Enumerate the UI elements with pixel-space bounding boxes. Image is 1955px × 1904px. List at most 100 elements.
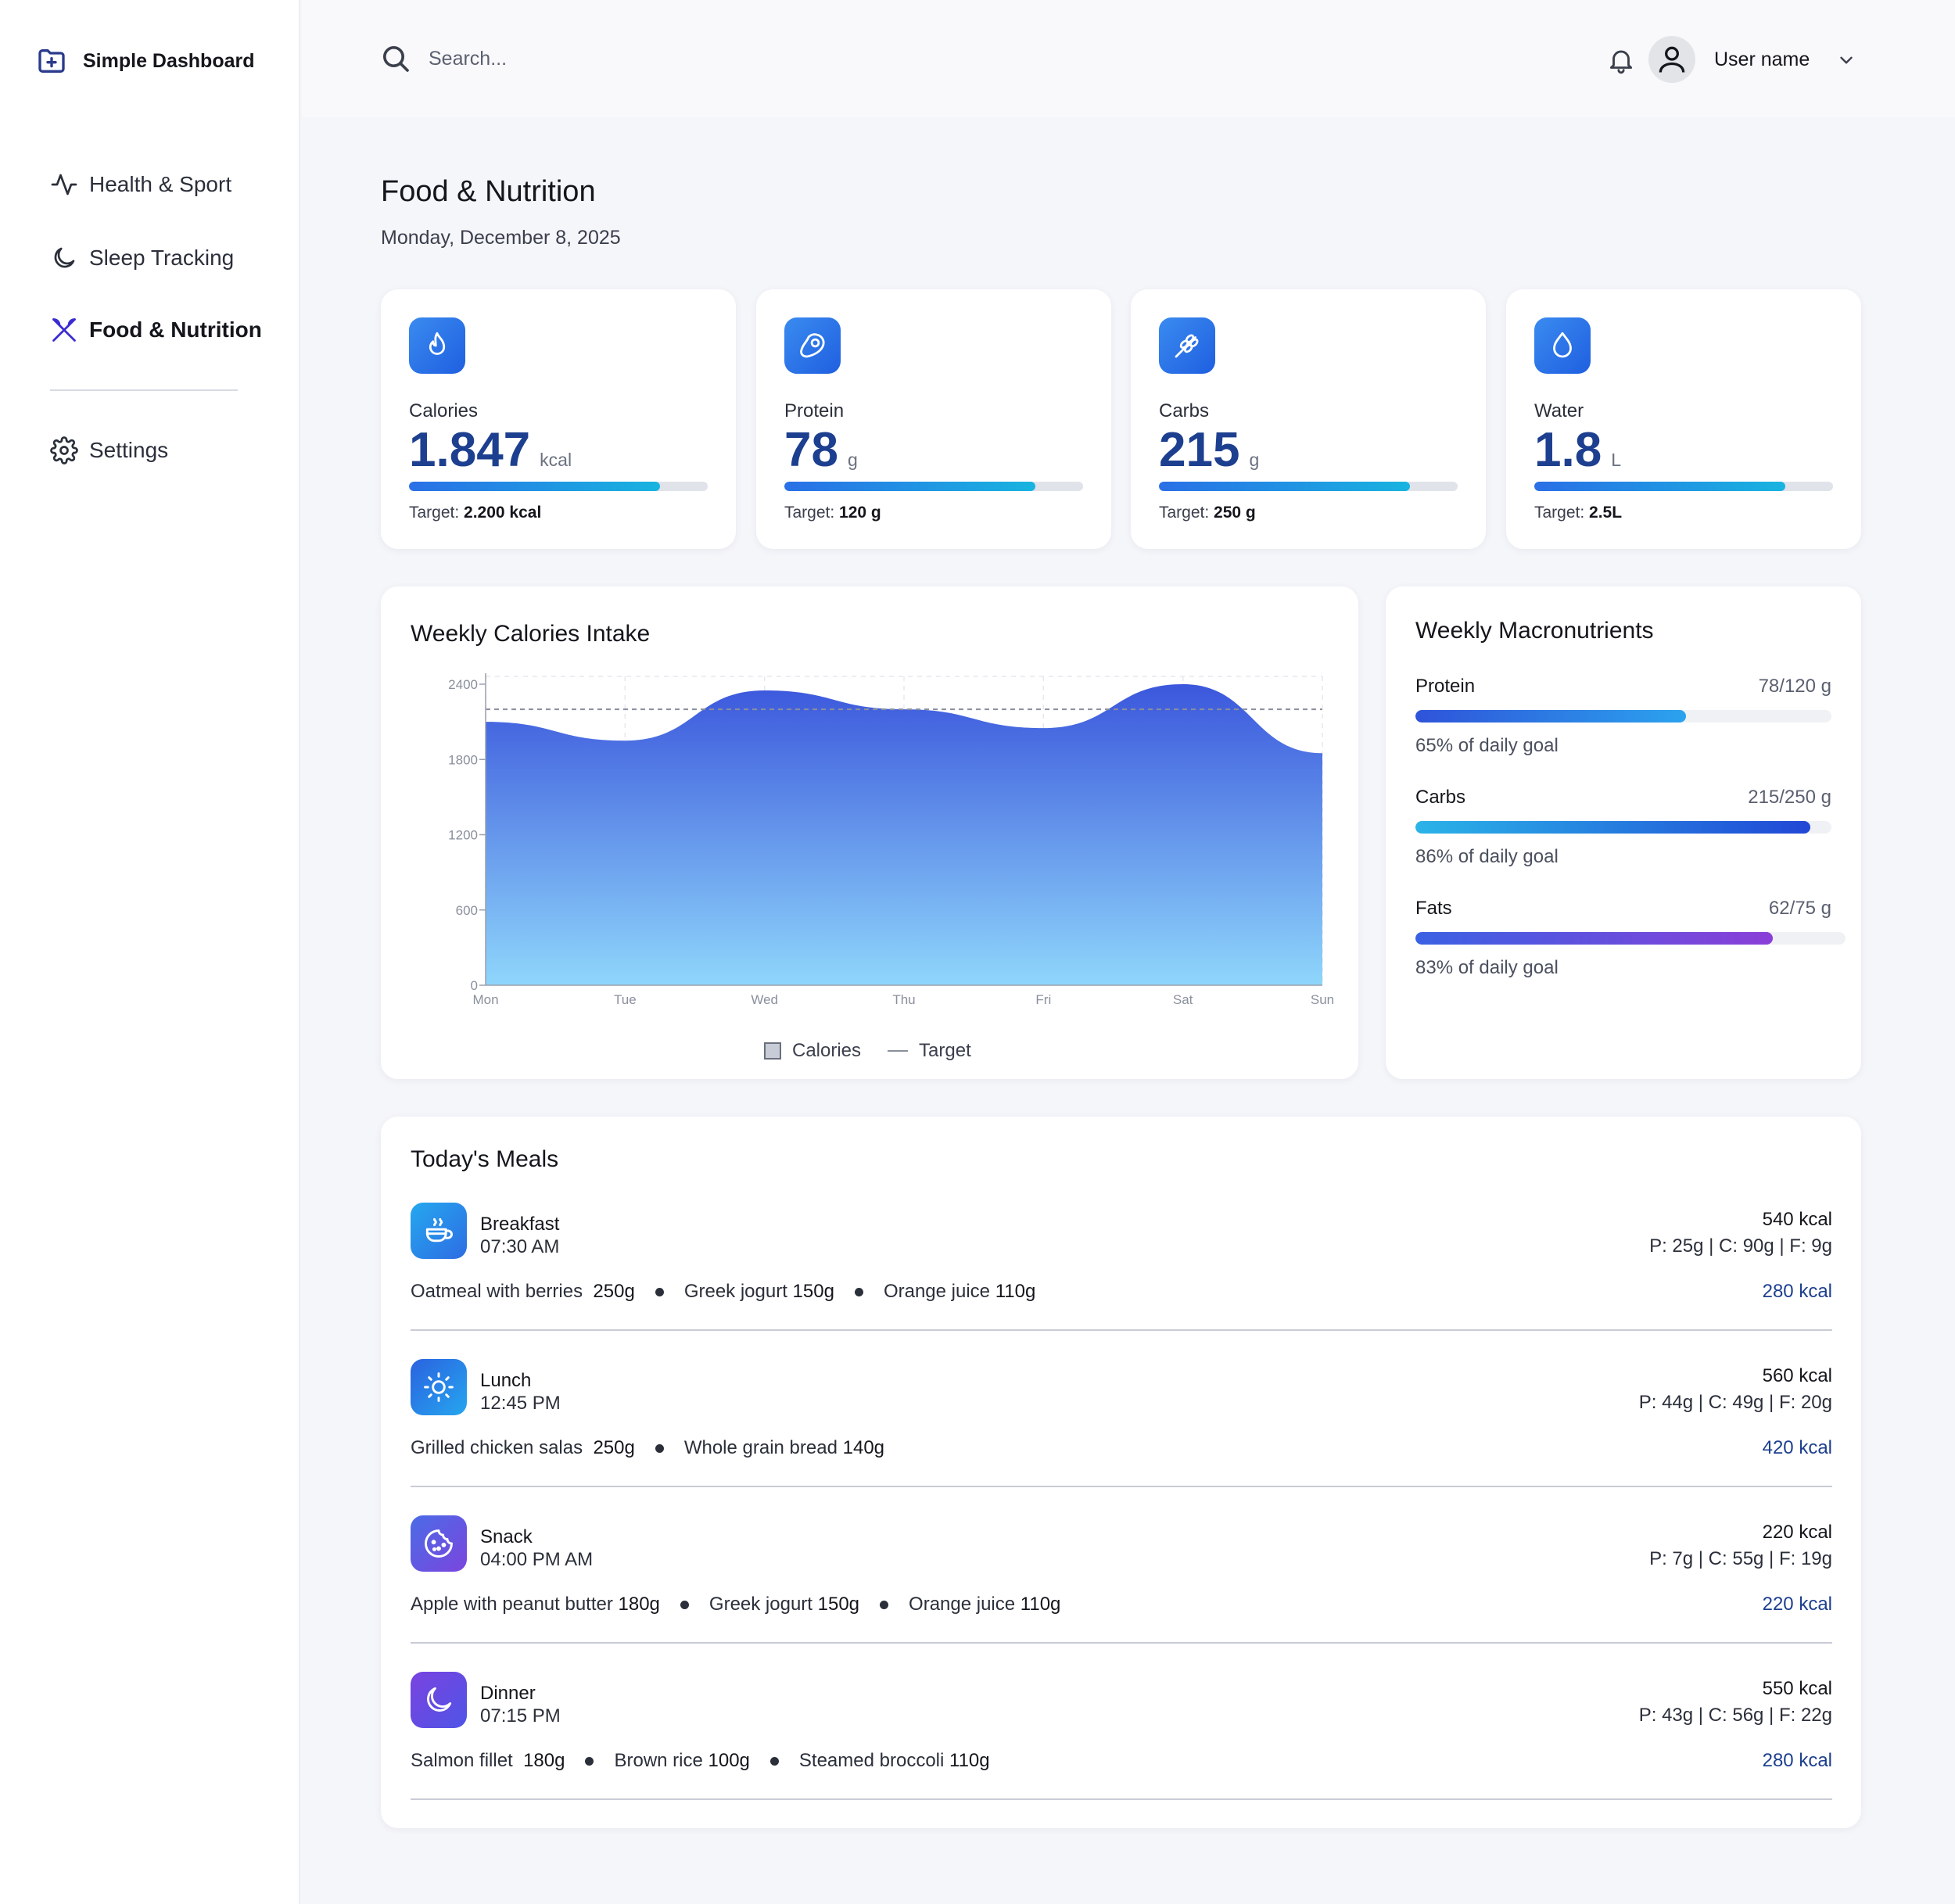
food-name: Orange juice xyxy=(883,1281,991,1302)
nav-divider xyxy=(50,389,238,391)
bell-icon[interactable] xyxy=(1606,44,1636,77)
stat-icon xyxy=(784,317,841,374)
meal-lunch[interactable]: Lunch 12:45 PM 560 kcal P: 44g | C: 49g … xyxy=(411,1359,1832,1515)
stat-progress-fill xyxy=(1534,482,1785,491)
avatar[interactable] xyxy=(1648,36,1695,83)
meal-kcal: 540 kcal xyxy=(1762,1209,1832,1230)
meal-breakfast[interactable]: Breakfast 07:30 AM 540 kcal P: 25g | C: … xyxy=(411,1203,1832,1359)
macro-track-carbs xyxy=(1415,821,1831,834)
stat-target: Target: 2.5L xyxy=(1534,504,1622,522)
target-label: Target: xyxy=(1159,504,1210,522)
stat-unit: kcal xyxy=(540,450,572,470)
weekly-calories-chart: 0 600 1200 1800 2400 Mon Tue Wed Thu Fri Sat Sun xyxy=(448,673,1334,1007)
nav-item-food-nutrition[interactable]: Food & Nutrition xyxy=(50,316,262,344)
food-qty: 250g xyxy=(593,1437,635,1458)
meal-name: Dinner xyxy=(480,1683,536,1704)
food-name: Apple with peanut butter xyxy=(411,1594,613,1615)
legend-swatch-calories xyxy=(764,1042,781,1060)
food-item: Apple with peanut butter 180g xyxy=(411,1594,660,1615)
target-value: 250 g xyxy=(1214,504,1256,522)
food-name: Brown rice xyxy=(614,1750,703,1771)
x-tick-label: Mon xyxy=(472,992,498,1007)
separator-dot xyxy=(655,1287,664,1296)
stat-icon xyxy=(1534,317,1591,374)
user-icon xyxy=(1659,46,1685,73)
brand-name: Simple Dashboard xyxy=(83,49,255,72)
stat-progress-fill xyxy=(1159,482,1410,491)
nav-item-sleep-tracking[interactable]: Sleep Tracking xyxy=(50,244,234,272)
separator-dot xyxy=(655,1443,664,1453)
legend-label-target[interactable]: Target xyxy=(919,1040,971,1061)
macro-label-protein: Protein xyxy=(1415,676,1476,697)
food-qty: 180g xyxy=(618,1594,660,1615)
nav-item-label: Food & Nutrition xyxy=(89,317,262,342)
top-header: User name xyxy=(302,0,1955,117)
macro-fill-fats xyxy=(1415,932,1773,945)
meal-foods: Salmon fillet 180g Brown rice 100g Steam… xyxy=(411,1750,990,1772)
meal-name: Breakfast xyxy=(480,1214,560,1235)
macro-label-carbs: Carbs xyxy=(1415,787,1466,808)
search-input[interactable] xyxy=(429,47,898,70)
meal-foods: Oatmeal with berries 250g Greek jogurt 1… xyxy=(411,1281,1035,1303)
nav-item-label: Health & Sport xyxy=(89,172,232,196)
food-item: Greek jogurt 150g xyxy=(684,1281,834,1303)
nav-item-settings[interactable]: Settings xyxy=(50,436,168,464)
food-item: Oatmeal with berries 250g xyxy=(411,1281,635,1303)
flame-icon xyxy=(429,332,446,355)
stat-progress-track xyxy=(409,482,708,491)
stat-value: 215 g xyxy=(1159,422,1259,478)
macro-value-fats: 62/75 g xyxy=(1768,898,1831,919)
separator-dot xyxy=(769,1756,779,1766)
activity-icon xyxy=(51,174,77,195)
search-icon[interactable] xyxy=(380,43,411,74)
coffee-cup-icon xyxy=(425,1217,453,1242)
nav-item-label: Sleep Tracking xyxy=(89,246,235,270)
meal-separator xyxy=(411,1798,1832,1800)
food-qty: 140g xyxy=(842,1437,885,1458)
user-name[interactable]: User name xyxy=(1714,48,1810,70)
food-item: Orange juice 110g xyxy=(884,1281,1035,1303)
food-name: Greek jogurt xyxy=(683,1281,787,1302)
stat-unit: g xyxy=(847,450,858,470)
macro-value-protein: 78/120 g xyxy=(1758,676,1831,697)
food-name: Whole grain bread xyxy=(683,1437,838,1458)
meal-total: 280 kcal xyxy=(1762,1281,1832,1302)
food-name: Grilled chicken salas xyxy=(411,1437,583,1458)
stat-icon xyxy=(1159,317,1215,374)
food-qty: 250g xyxy=(593,1281,635,1302)
stat-target: Target: 2.200 kcal xyxy=(409,504,541,522)
meal-snack[interactable]: Snack 04:00 PM AM 220 kcal P: 7g | C: 55… xyxy=(411,1515,1832,1672)
meal-kcal: 220 kcal xyxy=(1762,1522,1832,1543)
stat-label: Water xyxy=(1534,400,1584,421)
folder-plus-icon xyxy=(38,49,65,74)
macro-pct-fats: 83% of daily goal xyxy=(1415,957,1559,978)
brand[interactable]: Simple Dashboard xyxy=(36,45,255,77)
food-qty: 180g xyxy=(523,1750,565,1771)
food-name: Greek jogurt xyxy=(708,1594,812,1615)
y-tick-label: 1200 xyxy=(448,828,478,843)
macro-value-carbs: 215/250 g xyxy=(1748,787,1831,808)
legend-label-calories[interactable]: Calories xyxy=(792,1040,862,1061)
stat-label: Carbs xyxy=(1159,400,1210,421)
weekly-macronutrients-card: Weekly Macronutrients Protein 78/120 g 6… xyxy=(1386,586,1861,1079)
target-value: 120 g xyxy=(839,504,881,522)
meal-name: Snack xyxy=(480,1526,533,1547)
page-title: Food & Nutrition xyxy=(381,175,596,208)
y-tick-label: 600 xyxy=(456,903,478,918)
stat-number: 78 xyxy=(784,423,838,477)
food-qty: 100g xyxy=(708,1750,750,1771)
food-qty: 110g xyxy=(949,1750,990,1771)
x-tick-label: Wed xyxy=(751,992,778,1007)
meal-name: Lunch xyxy=(480,1370,532,1391)
x-tick-label: Sat xyxy=(1173,992,1193,1007)
meal-total: 420 kcal xyxy=(1762,1437,1832,1458)
meal-dinner[interactable]: Dinner 07:15 PM 550 kcal P: 43g | C: 56g… xyxy=(411,1672,1832,1828)
nav-item-health-sport[interactable]: Health & Sport xyxy=(50,170,231,199)
food-qty: 110g xyxy=(1020,1594,1061,1615)
stat-label: Calories xyxy=(409,400,479,421)
meal-total: 220 kcal xyxy=(1762,1594,1832,1615)
chevron-down-icon[interactable] xyxy=(1836,50,1856,70)
target-value: 2.5L xyxy=(1589,504,1623,522)
stat-card-water: Water 1.8 L Target: 2.5L xyxy=(1506,289,1861,549)
x-tick-label: Fri xyxy=(1035,992,1051,1007)
